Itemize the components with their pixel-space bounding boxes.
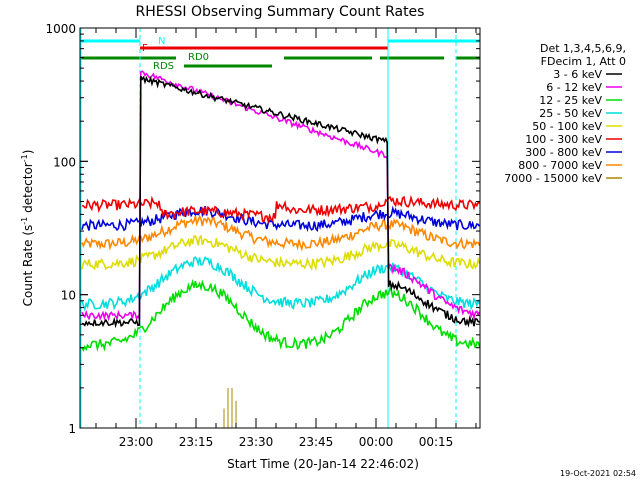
night-label: N — [158, 36, 165, 47]
legend-header: FDecim 1, Att 0 — [541, 55, 626, 68]
rd0-label: RD0 — [188, 52, 209, 63]
series-300-800-kev — [81, 205, 481, 233]
y-axis-label: Count Rate (s-1 detector-1) — [20, 150, 35, 307]
legend: Det 1,3,4,5,6,9,FDecim 1, Att 03 - 6 keV… — [504, 42, 626, 185]
series-line — [81, 194, 480, 225]
series-line — [81, 205, 481, 233]
chart-title: RHESSI Observing Summary Count Rates — [136, 4, 425, 20]
series-line — [81, 234, 481, 272]
x-axis-label: Start Time (20-Jan-14 22:46:02) — [227, 457, 419, 471]
series-line — [81, 75, 480, 329]
series-100-300-kev — [81, 194, 480, 225]
x-tick-label: 23:45 — [299, 435, 334, 449]
legend-entry: 800 - 7000 keV — [518, 159, 602, 172]
series-3-6-kev — [81, 75, 480, 329]
legend-header: Det 1,3,4,5,6,9, — [540, 42, 626, 55]
series-12-25-kev — [81, 278, 481, 352]
legend-entry: 100 - 300 keV — [525, 133, 602, 146]
legend-entry: 7000 - 15000 keV — [504, 172, 602, 185]
plot-frame — [79, 27, 481, 429]
y-tick-label: 1 — [68, 422, 76, 436]
series-800-7000-kev — [81, 214, 481, 252]
y-tick-label: 1000 — [45, 22, 76, 36]
rds-label: RDS — [153, 61, 174, 72]
series-line — [81, 278, 481, 352]
legend-entry: 12 - 25 keV — [539, 94, 602, 107]
render-timestamp: 19-Oct-2021 02:54 — [560, 469, 636, 478]
x-tick-label: 00:15 — [419, 435, 454, 449]
series-6-12-kev — [81, 70, 481, 322]
y-tick-label: 100 — [53, 155, 76, 169]
legend-entry: 50 - 100 keV — [532, 120, 602, 133]
x-tick-label: 00:00 — [359, 435, 394, 449]
legend-entry: 3 - 6 keV — [553, 68, 602, 81]
x-tick-label: 23:30 — [239, 435, 274, 449]
legend-entry: 6 - 12 keV — [546, 81, 602, 94]
x-tick-label: 23:15 — [179, 435, 214, 449]
series-line — [81, 70, 481, 322]
x-tick-label: 23:00 — [119, 435, 154, 449]
legend-entry: 25 - 50 keV — [539, 107, 602, 120]
series-50-100-kev — [81, 234, 481, 272]
plot-area: NF RD0 RDS — [80, 28, 481, 428]
flare-label: F — [142, 43, 148, 54]
series-line — [81, 214, 481, 252]
y-tick-label: 10 — [61, 289, 76, 303]
legend-entry: 300 - 800 keV — [525, 146, 602, 159]
axes: 1 10 100 1000 23:00 23:15 23:30 23:45 00:00 00:15 — [45, 22, 480, 449]
